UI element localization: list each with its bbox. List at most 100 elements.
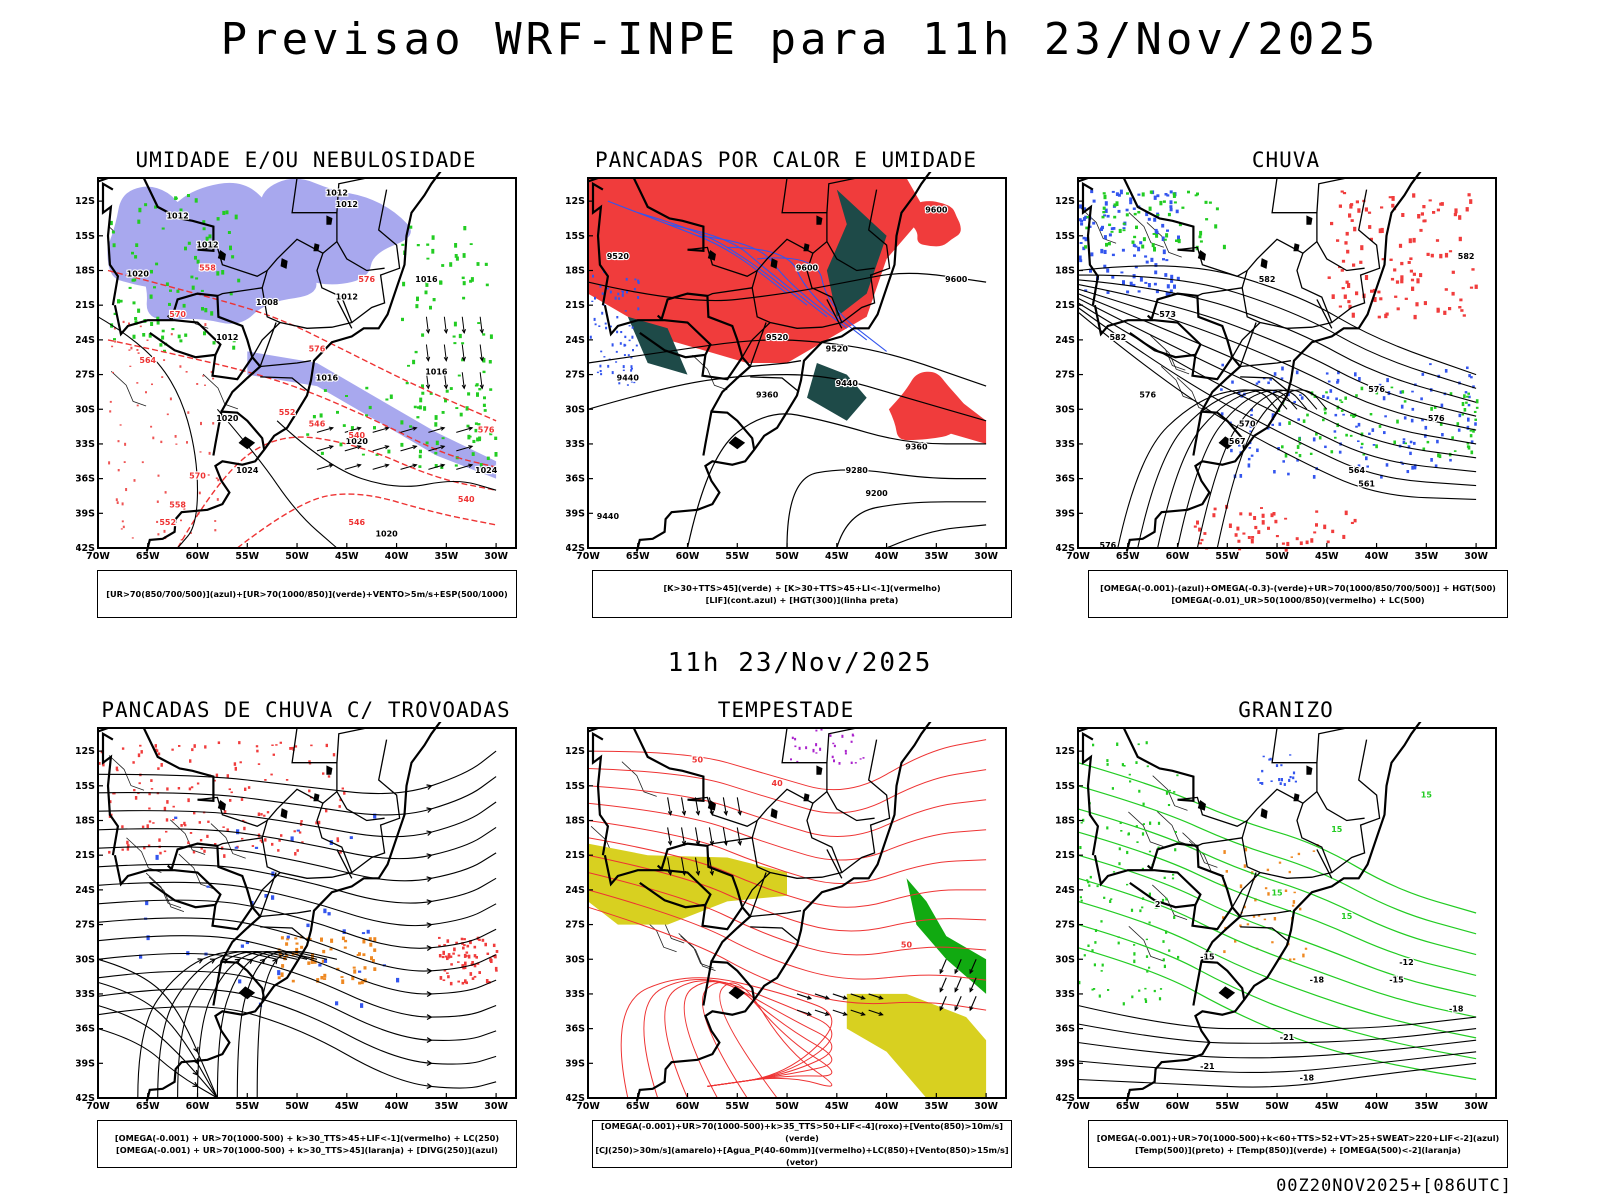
vector-head xyxy=(695,810,701,816)
convection-orange-cell xyxy=(285,954,289,958)
convection-red-cell xyxy=(339,798,342,802)
temp-850-wiggle xyxy=(1145,955,1149,958)
temp-850-wiggle xyxy=(1079,896,1082,899)
omega-blue-area xyxy=(1084,237,1088,242)
thickness-red-dot xyxy=(131,537,134,539)
low-level-humidity-cell xyxy=(465,406,469,411)
convection-red-cell xyxy=(291,746,294,750)
omega-blue-area xyxy=(1104,201,1108,206)
vector-head xyxy=(709,840,715,847)
lifted-index-contour-dot xyxy=(630,381,633,383)
strong-wind-vector xyxy=(796,1009,812,1016)
lon-tick-label: 40W xyxy=(1365,551,1389,562)
low-level-humidity-cell xyxy=(416,296,419,302)
low-level-humidity-cell xyxy=(477,423,481,427)
omega-green-area xyxy=(1181,206,1185,209)
lon-tick-label: 35W xyxy=(924,551,948,562)
panel-title-humidity: UMIDADE E/OU NEBULOSIDADE xyxy=(135,148,477,172)
convection-red-cell xyxy=(294,852,297,856)
convection-red-cell xyxy=(439,976,443,980)
convection-red-cell xyxy=(138,782,141,785)
lon-tick-label: 70W xyxy=(1066,551,1090,562)
omega-green-area xyxy=(1152,233,1156,235)
river-line xyxy=(1081,208,1117,244)
convection-red-cell xyxy=(308,789,311,793)
temp-850-wiggle xyxy=(1092,743,1095,747)
state-border xyxy=(1316,177,1347,213)
temp-850-wiggle xyxy=(1133,952,1136,956)
temp-850-wiggle xyxy=(1145,938,1148,941)
hail-blue-cell xyxy=(1289,754,1292,756)
lat-tick-label: 42S xyxy=(1056,543,1075,554)
omega-blue-area xyxy=(1267,381,1270,385)
panel-title-heat-showers: PANCADAS POR CALOR E UMIDADE xyxy=(594,148,977,172)
lat-tick-label: 27S xyxy=(76,920,95,931)
omega-green-area xyxy=(1456,422,1460,426)
thickness-red-dot xyxy=(163,359,166,362)
omega-blue-area xyxy=(1325,372,1329,375)
streamline xyxy=(97,988,497,1065)
low-level-humidity-cell xyxy=(161,335,165,340)
low-level-humidity-cell xyxy=(222,210,226,215)
thickness-red-dot xyxy=(204,384,206,386)
convection-red-cell xyxy=(275,744,278,746)
low-level-humidity-cell xyxy=(208,234,212,239)
hail-blue-cell xyxy=(1270,780,1273,783)
lifted-index-contour-dot xyxy=(601,311,604,315)
omega-blue-area xyxy=(1467,417,1470,422)
vector-head xyxy=(667,810,673,816)
omega-blue-area xyxy=(1335,397,1338,401)
rain-red-area xyxy=(1340,190,1344,193)
temp-850-wiggle xyxy=(1144,999,1148,1003)
rain-red-area xyxy=(1239,512,1243,516)
omega-blue-area xyxy=(1175,209,1179,214)
streamline xyxy=(97,935,497,995)
temp-850-wiggle xyxy=(1123,765,1126,767)
height-contour xyxy=(1077,307,1477,487)
rain-red-area xyxy=(1451,270,1455,274)
rain-red-area xyxy=(1381,258,1385,261)
temp-850-wiggle xyxy=(1117,941,1120,945)
rain-red-area xyxy=(1340,269,1344,272)
lifted-index-contour-dot xyxy=(591,300,594,302)
strong-wind-vector xyxy=(708,827,713,845)
omega-blue-area xyxy=(1449,458,1452,462)
rain-red-area xyxy=(1408,238,1412,244)
plot-frame xyxy=(1077,727,1497,1099)
contour-label: 576 xyxy=(309,344,326,353)
omega-green-area xyxy=(1355,394,1358,397)
convection-orange-cell xyxy=(280,936,284,940)
lat-tick-label: 39S xyxy=(76,508,95,519)
omega-blue-area xyxy=(1372,444,1376,446)
rain-red-area xyxy=(1344,241,1348,245)
severe-purple-cell xyxy=(796,760,799,763)
omega-green-area xyxy=(1105,242,1108,247)
omega-blue-area xyxy=(1121,248,1125,252)
streamline-arrow xyxy=(192,1069,199,1076)
thickness-red-dot xyxy=(185,371,188,373)
streamline-arrow xyxy=(259,958,266,965)
contour-label: 50 xyxy=(692,756,704,765)
height-contour xyxy=(1077,293,1477,445)
convection-orange-cell xyxy=(310,959,314,964)
thickness-red-dot xyxy=(114,340,117,343)
state-border xyxy=(261,252,353,329)
convection-red-cell xyxy=(475,956,478,959)
convection-red-cell xyxy=(126,847,130,851)
thickness-contour xyxy=(236,493,497,549)
plot-frame xyxy=(587,177,1007,549)
lon-tick-label: 65W xyxy=(1116,1101,1140,1112)
omega-blue-area xyxy=(1117,209,1121,213)
lat-tick-label: 36S xyxy=(1056,1024,1075,1035)
convection-orange-cell xyxy=(316,978,320,983)
low-level-streamline xyxy=(587,872,987,956)
omega-green-area xyxy=(1172,194,1176,198)
low-level-humidity-cell xyxy=(434,422,438,427)
low-level-humidity-cell xyxy=(342,424,346,427)
low-level-humidity-cell xyxy=(168,302,171,306)
rain-red-area xyxy=(1453,213,1457,217)
low-level-humidity-cell xyxy=(214,240,218,244)
rain-red-area xyxy=(1284,547,1288,552)
rain-red-area xyxy=(1412,272,1416,276)
rain-red-area xyxy=(1462,314,1466,317)
